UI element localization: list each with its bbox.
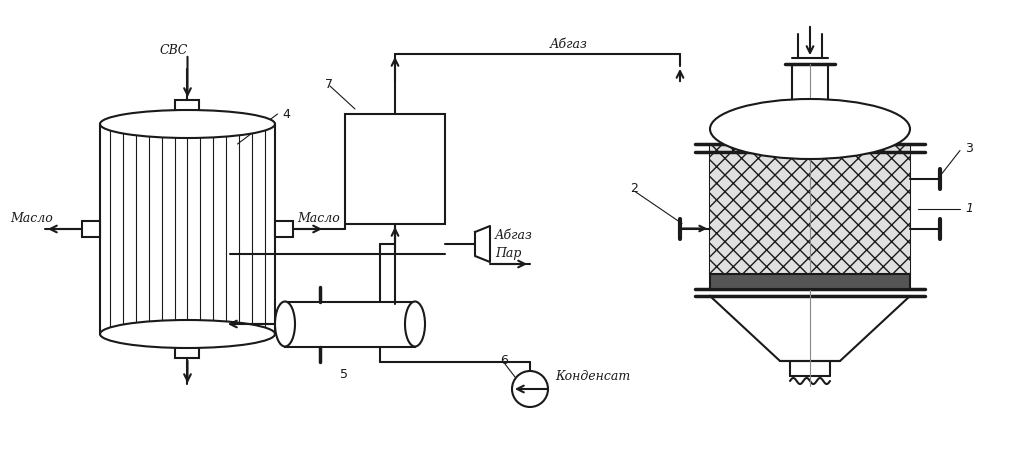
Bar	[275, 221, 292, 237]
Bar	[284, 301, 415, 346]
Text: Масло: Масло	[10, 212, 53, 226]
Ellipse shape	[405, 301, 425, 346]
Polygon shape	[475, 226, 489, 262]
Ellipse shape	[709, 99, 909, 159]
Bar	[709, 144, 909, 274]
Bar	[709, 274, 909, 289]
Ellipse shape	[100, 110, 275, 138]
Text: Пар: Пар	[494, 247, 521, 261]
Text: 4: 4	[282, 108, 290, 120]
Bar	[175, 344, 200, 358]
Text: Абгаз: Абгаз	[549, 38, 587, 50]
Bar	[82, 221, 100, 237]
Text: Абгаз: Абгаз	[494, 230, 532, 242]
Circle shape	[512, 371, 547, 407]
Ellipse shape	[275, 301, 294, 346]
Text: 7: 7	[325, 78, 332, 90]
Bar	[344, 114, 444, 224]
Text: 6: 6	[499, 355, 507, 367]
Bar	[175, 100, 200, 114]
Text: Конденсат: Конденсат	[554, 370, 630, 384]
Text: 3: 3	[964, 142, 972, 155]
Text: 5: 5	[339, 368, 347, 381]
Bar	[735, 111, 754, 127]
Bar	[100, 124, 275, 334]
Text: СВС: СВС	[159, 44, 187, 56]
Text: Масло: Масло	[297, 212, 339, 226]
Text: 2: 2	[630, 182, 637, 195]
Text: 1: 1	[964, 202, 972, 216]
Ellipse shape	[100, 320, 275, 348]
